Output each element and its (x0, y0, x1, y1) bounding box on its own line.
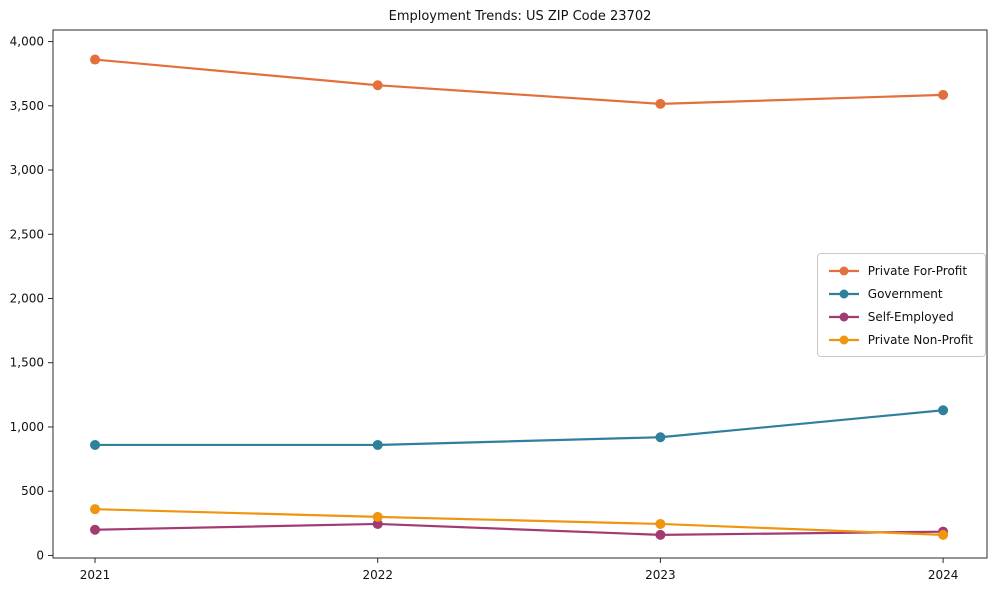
legend-marker-dot (839, 266, 849, 275)
y-tick-label: 500 (21, 484, 44, 498)
data-point-marker (938, 89, 949, 100)
y-tick-label: 2,000 (10, 291, 44, 305)
legend-item-government: Government (828, 284, 973, 303)
y-tick-label: 1,500 (10, 356, 44, 370)
data-point-marker (655, 432, 666, 443)
data-point-marker (372, 439, 383, 450)
series-line-government (95, 409, 944, 447)
data-point-marker (372, 80, 383, 91)
data-point-marker (655, 518, 666, 529)
y-tick-label: 4,000 (10, 35, 44, 49)
x-tick-label: 2024 (928, 568, 959, 582)
legend-item-private-non-profit: Private Non-Profit (828, 330, 973, 349)
legend-line-marker-icon (828, 289, 859, 298)
x-tick-label: 2023 (645, 568, 676, 582)
y-tick-label: 2,500 (10, 227, 44, 241)
legend: Private For-Profit Government Self-Employe… (816, 253, 986, 357)
series-line-private-for-profit (94, 58, 944, 105)
data-point-marker (90, 524, 101, 535)
data-point-marker (938, 405, 949, 416)
series-line-self-employed (95, 522, 944, 536)
legend-line-marker-icon (828, 266, 859, 275)
legend-label: Self-Employed (867, 309, 954, 324)
legend-marker-dot (839, 335, 849, 344)
x-tick-label: 2021 (80, 568, 111, 582)
series-line-private-non-profit (95, 508, 944, 536)
data-point-marker (938, 529, 949, 540)
legend-item-private-for-profit: Private For-Profit (828, 261, 973, 280)
data-point-marker (655, 529, 666, 540)
legend-item-self-employed: Self-Employed (828, 307, 973, 326)
y-tick-label: 0 (36, 548, 44, 562)
y-tick-label: 1,000 (10, 420, 44, 434)
plot-frame (52, 29, 988, 559)
y-tick-label: 3,500 (10, 99, 44, 113)
legend-label: Private For-Profit (867, 263, 968, 278)
legend-line-marker-icon (828, 312, 859, 321)
data-point-marker (90, 439, 101, 450)
chart-title: Employment Trends: US ZIP Code 23702 (388, 9, 652, 24)
legend-label: Government (867, 286, 943, 301)
data-point-marker (655, 98, 666, 109)
data-point-marker (372, 518, 383, 529)
x-tick-label: 2022 (362, 568, 393, 582)
legend-line-marker-icon (828, 335, 859, 344)
legend-marker-dot (839, 312, 849, 321)
legend-marker-dot (839, 289, 849, 298)
data-point-marker (372, 511, 383, 522)
y-tick-label: 3,000 (10, 163, 44, 177)
data-point-marker (90, 504, 101, 515)
legend-label: Private Non-Profit (867, 332, 973, 347)
data-point-marker (90, 54, 101, 65)
